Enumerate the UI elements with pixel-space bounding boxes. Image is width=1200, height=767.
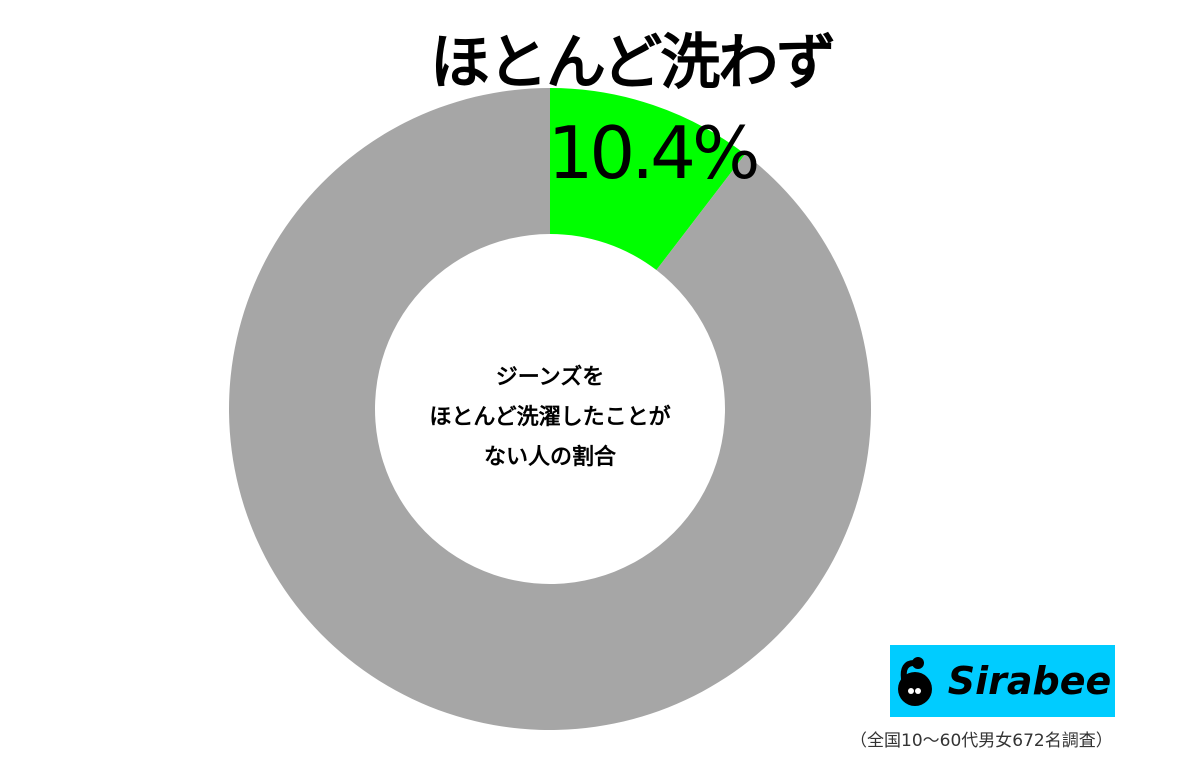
logo-text: Sirabee	[947, 659, 1112, 703]
sirabee-mascot-icon	[897, 657, 932, 706]
donut-slice-1	[228, 88, 872, 730]
center-label-line: ほとんど洗濯したことが	[429, 405, 671, 430]
center-label-line: ない人の割合	[483, 445, 616, 470]
center-label: ジーンズを ほとんど洗濯したことが ない人の割合	[375, 358, 725, 478]
sirabee-logo: Sirabee	[890, 645, 1115, 717]
survey-footnote: （全国10〜60代男女672名調査）	[850, 731, 1113, 751]
center-label-line: ジーンズを	[495, 365, 605, 390]
donut-slice-0	[550, 88, 746, 271]
data-label: 10.4%	[548, 111, 757, 195]
chart-title: ほとんど洗わず	[430, 28, 836, 98]
